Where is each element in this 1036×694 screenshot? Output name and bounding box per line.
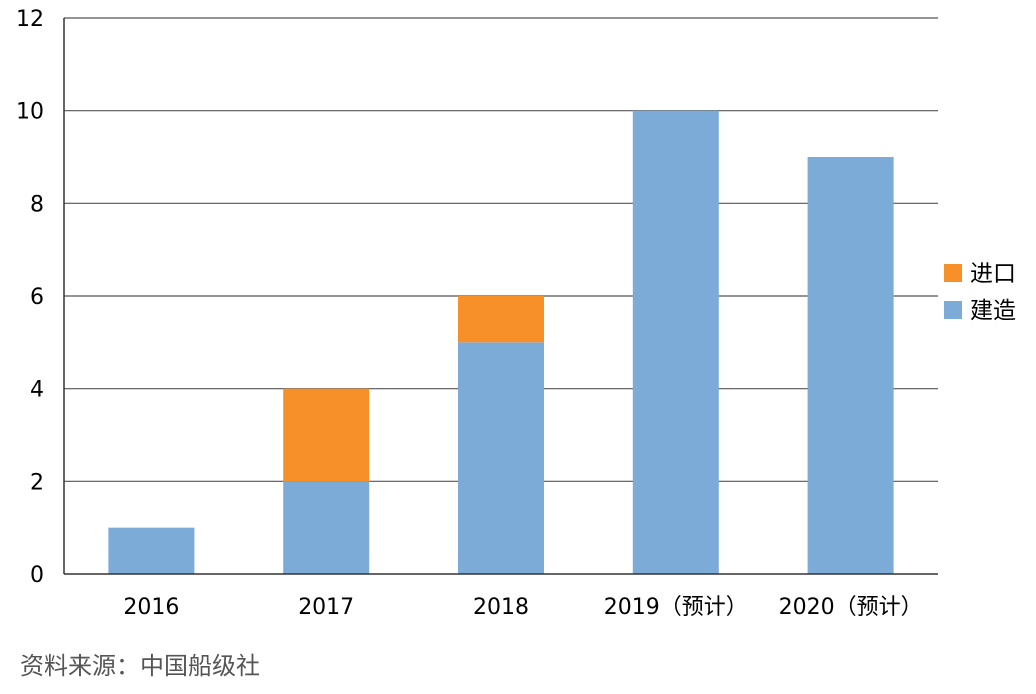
y-tick-label: 4 [30, 378, 44, 403]
bar-build-4 [807, 157, 894, 574]
y-tick-label: 6 [30, 285, 44, 310]
y-tick-label: 2 [30, 470, 44, 495]
legend-label-build: 建造 [970, 298, 1016, 324]
bar-import-1 [283, 388, 370, 482]
bar-build-0 [108, 527, 195, 574]
y-tick-label: 0 [30, 563, 44, 588]
legend-swatch-build [944, 301, 962, 319]
x-tick-label: 2018 [473, 595, 529, 620]
bar-build-3 [632, 110, 719, 575]
x-tick-label: 2019（预计） [604, 595, 748, 620]
bar-build-1 [283, 481, 370, 574]
bars [108, 110, 894, 575]
y-tick-label: 12 [16, 7, 44, 32]
source-note: 资料来源：中国船级社 [20, 652, 260, 680]
y-tick-labels: 0 2 4 6 8 10 12 [16, 7, 44, 588]
y-tick-label: 10 [16, 100, 44, 125]
bar-import-2 [458, 296, 544, 343]
x-tick-labels: 2016 2017 2018 2019（预计） 2020（预计） [123, 595, 922, 620]
bar-build-2 [458, 342, 544, 574]
legend-label-import: 进口 [970, 261, 1016, 287]
x-tick-label: 2020（预计） [779, 595, 923, 620]
x-tick-label: 2017 [298, 595, 354, 620]
y-tick-label: 8 [30, 192, 44, 217]
legend-swatch-import [944, 264, 962, 282]
x-tick-label: 2016 [123, 595, 179, 620]
